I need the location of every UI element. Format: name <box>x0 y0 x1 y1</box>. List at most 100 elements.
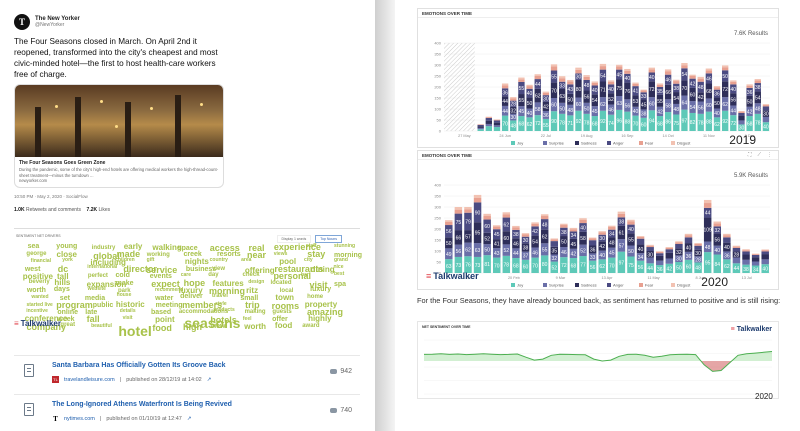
word-cloud-word[interactable]: industry <box>91 244 116 251</box>
word-cloud-word[interactable]: tall <box>57 272 69 282</box>
word-cloud-word[interactable]: food <box>274 321 293 331</box>
word-cloud-word[interactable]: bar <box>301 272 309 279</box>
word-cloud-word[interactable]: guests <box>272 308 292 315</box>
word-cloud-word[interactable]: space <box>177 244 198 252</box>
avatar[interactable]: T <box>14 14 30 30</box>
word-cloud-word[interactable]: offering <box>244 265 275 275</box>
word-cloud-word[interactable]: incentive <box>26 307 48 314</box>
word-cloud-word[interactable]: near <box>247 250 267 261</box>
word-cloud-word[interactable]: grand <box>334 256 348 263</box>
tab-top-nouns[interactable]: Top Nouns <box>315 235 342 243</box>
word-cloud-word[interactable]: service <box>146 264 178 275</box>
word-cloud-word[interactable]: amazing <box>306 307 343 318</box>
word-cloud-word[interactable]: online <box>57 309 78 317</box>
word-cloud-word[interactable]: beautiful <box>91 322 112 329</box>
word-cloud-word[interactable]: members <box>182 299 223 310</box>
word-cloud-word[interactable]: worth <box>26 286 46 294</box>
word-cloud-word[interactable]: travel <box>211 293 228 300</box>
word-cloud-word[interactable]: public <box>92 301 114 309</box>
word-cloud-word[interactable]: view <box>210 323 226 331</box>
word-cloud-word[interactable]: style <box>215 301 227 308</box>
word-cloud-word[interactable]: high <box>182 321 202 332</box>
word-cloud-word[interactable]: country <box>209 257 228 264</box>
word-cloud-word[interactable]: visit <box>122 314 133 321</box>
article-source-link[interactable]: nytimes.com <box>64 415 95 422</box>
word-cloud-word[interactable]: award <box>302 322 320 329</box>
word-cloud-word[interactable]: week <box>57 315 75 323</box>
word-cloud-word[interactable]: working <box>146 251 170 258</box>
external-link-icon[interactable]: ↗ <box>206 376 212 383</box>
word-cloud-word[interactable]: walking <box>152 242 182 252</box>
retweets-count[interactable]: 1.0K <box>14 206 25 213</box>
word-cloud-word[interactable]: director <box>123 263 157 274</box>
word-cloud-word[interactable]: nice <box>333 264 344 271</box>
word-cloud-word[interactable]: conference <box>24 314 68 324</box>
word-cloud-word[interactable]: personal <box>273 271 311 282</box>
word-cloud-word[interactable]: home <box>307 293 324 300</box>
word-cloud-word[interactable]: point <box>155 315 175 325</box>
word-cloud-word[interactable]: real <box>248 242 265 253</box>
word-cloud-word[interactable]: seasons <box>184 314 241 331</box>
word-cloud-word[interactable]: fall <box>86 314 100 325</box>
tweet-author-name[interactable]: The New Yorker <box>35 16 80 22</box>
article-source-link[interactable]: travelandleisure.com <box>64 376 115 383</box>
word-cloud-word[interactable]: trip <box>245 300 260 311</box>
word-cloud-word[interactable]: deliver <box>180 293 203 301</box>
word-cloud-word[interactable]: accommodations <box>178 309 229 316</box>
word-cloud-word[interactable]: based <box>150 309 172 317</box>
word-cloud-word[interactable]: set <box>59 294 70 302</box>
word-cloud-word[interactable]: sea <box>27 243 40 251</box>
article-title[interactable]: Santa Barbara Has Officially Gotten Its … <box>52 362 226 369</box>
word-cloud-word[interactable]: day <box>208 271 219 278</box>
word-cloud-word[interactable]: access <box>209 242 240 253</box>
word-cloud-word[interactable]: children <box>115 257 135 264</box>
word-cloud-word[interactable]: media <box>84 295 106 303</box>
word-cloud-word[interactable]: global <box>93 250 120 261</box>
word-cloud-word[interactable]: historic <box>115 300 145 310</box>
word-cloud-word[interactable]: care <box>180 271 191 278</box>
word-cloud-word[interactable]: luxury <box>310 286 332 294</box>
tweet-author-handle[interactable]: @NewYorker <box>35 22 65 28</box>
word-cloud-word[interactable]: hotel <box>118 323 152 340</box>
word-cloud-word[interactable]: gift <box>146 256 155 263</box>
word-cloud-word[interactable]: late <box>85 309 98 317</box>
word-cloud-word[interactable]: started live <box>26 301 53 308</box>
word-cloud-word[interactable]: young <box>56 243 78 251</box>
word-cloud-word[interactable]: local <box>279 287 294 294</box>
word-cloud-word[interactable]: visit <box>309 279 328 290</box>
word-cloud-word[interactable]: website <box>87 286 106 293</box>
more-icon[interactable]: ⋮ <box>767 152 772 158</box>
word-cloud-word[interactable]: early <box>123 242 143 252</box>
word-cloud-word[interactable]: hills <box>54 278 71 288</box>
word-cloud-word[interactable]: hope <box>183 278 206 289</box>
word-cloud-word[interactable]: house <box>116 292 132 299</box>
word-cloud-word[interactable]: business <box>185 266 217 274</box>
word-cloud-word[interactable]: dining <box>310 265 335 275</box>
word-cloud-word[interactable]: made <box>116 249 141 260</box>
word-cloud-word[interactable]: staff <box>305 242 317 249</box>
word-cloud-word[interactable]: feel <box>242 315 252 322</box>
word-cloud-word[interactable]: including <box>90 257 126 267</box>
word-cloud-word[interactable]: best <box>334 271 345 277</box>
word-cloud-word[interactable]: dc <box>57 264 69 275</box>
word-cloud-word[interactable]: products <box>213 307 235 314</box>
word-cloud-word[interactable]: financial <box>30 257 52 264</box>
word-cloud-word[interactable]: features <box>212 279 244 289</box>
word-cloud-word[interactable]: wanted <box>31 294 49 301</box>
tweet-link-card[interactable]: The Four Seasons Goes Green Zone During … <box>14 84 224 188</box>
word-cloud-word[interactable]: resorts <box>216 251 241 259</box>
word-cloud-word[interactable]: luxury <box>178 285 203 295</box>
word-cloud-word[interactable]: days <box>53 286 70 294</box>
word-cloud-word[interactable]: small <box>240 294 259 302</box>
word-cloud-word[interactable]: great <box>60 322 76 329</box>
likes-count[interactable]: 7.2K <box>86 206 98 213</box>
word-cloud-word[interactable]: west <box>24 266 41 274</box>
word-cloud-word[interactable]: restaurants <box>274 263 324 274</box>
word-cloud-word[interactable]: property <box>304 300 338 310</box>
word-cloud-word[interactable]: making <box>244 308 266 315</box>
word-cloud-word[interactable]: ritz <box>246 285 259 295</box>
chart-type-icon[interactable]: ⟋ <box>757 152 761 158</box>
word-cloud-word[interactable]: close <box>56 249 77 259</box>
tab-display-words[interactable]: Display 1 words <box>276 235 312 243</box>
word-cloud-word[interactable]: highly <box>308 314 332 324</box>
